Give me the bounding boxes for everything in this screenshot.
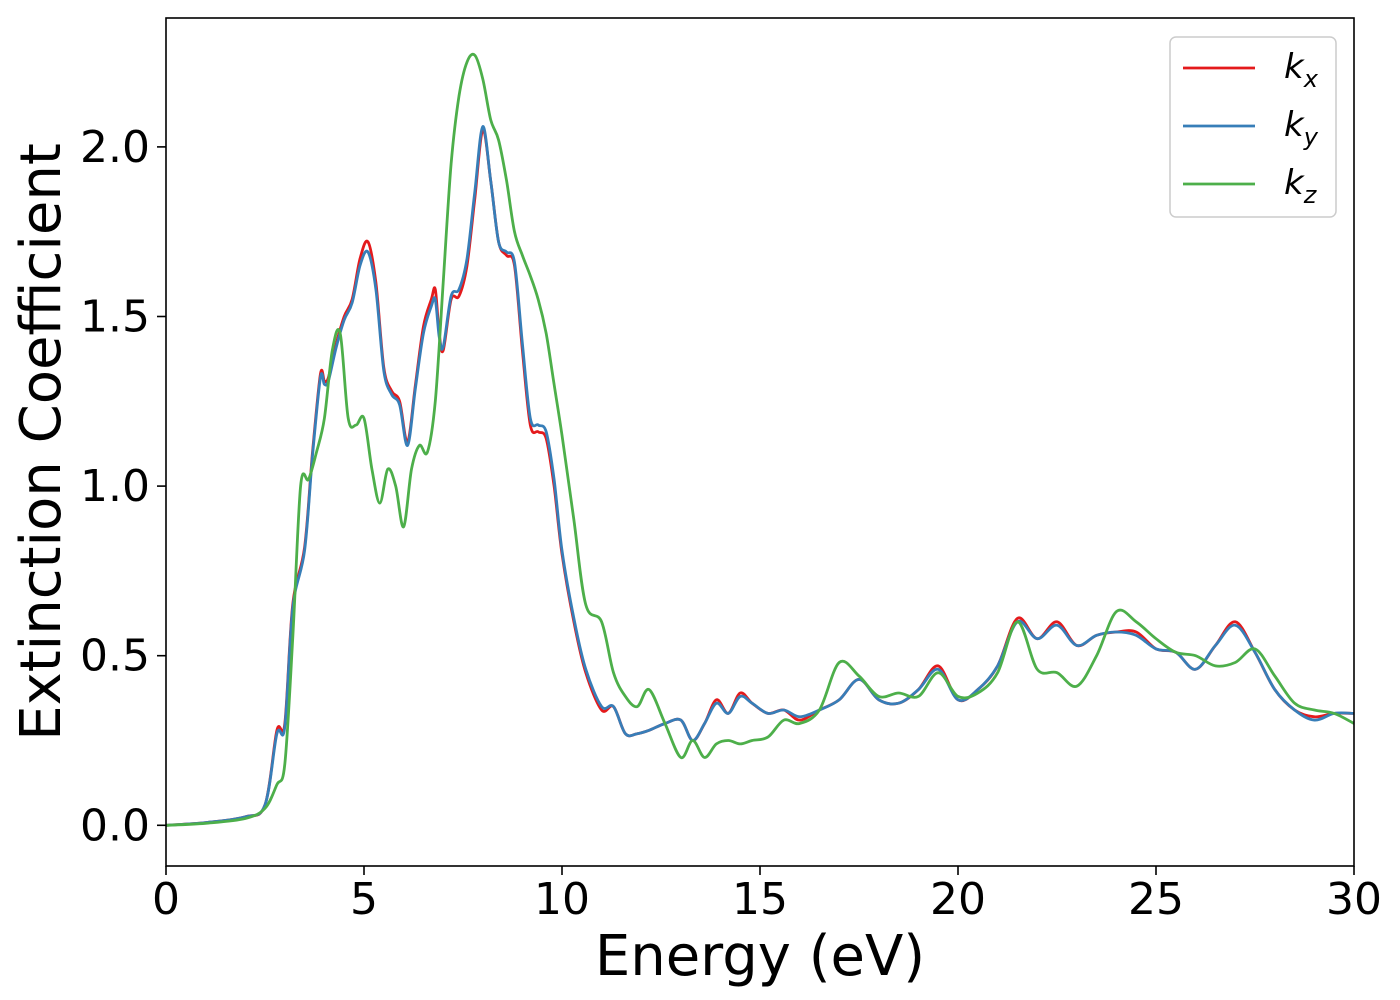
plot-lines xyxy=(166,52,1354,827)
x-axis-ticks: 0 5 10 15 20 25 30 xyxy=(152,866,1382,925)
y-tick-label: 0.0 xyxy=(80,800,150,851)
x-tick-label: 0 xyxy=(152,874,180,925)
y-tick-label: 1.0 xyxy=(80,461,150,512)
x-tick-label: 15 xyxy=(732,874,788,925)
x-tick-label: 5 xyxy=(350,874,378,925)
x-tick-label: 20 xyxy=(930,874,986,925)
series-line-kx xyxy=(166,128,1354,827)
y-tick-label: 1.5 xyxy=(80,291,150,342)
y-axis-ticks: 0.0 0.5 1.0 1.5 2.0 xyxy=(80,122,166,851)
legend-label-ky: ky xyxy=(1284,105,1319,151)
x-axis-label: Energy (eV) xyxy=(595,924,925,989)
x-tick-label: 30 xyxy=(1326,874,1382,925)
x-tick-label: 10 xyxy=(534,874,590,925)
series-line-ky xyxy=(166,125,1354,827)
series-line-kz xyxy=(166,52,1354,827)
y-axis-label: Extinction Coefficient xyxy=(9,143,74,741)
y-tick-label: 0.5 xyxy=(80,631,150,682)
legend-label-kx: kx xyxy=(1284,47,1319,93)
x-tick-label: 25 xyxy=(1128,874,1184,925)
y-tick-label: 2.0 xyxy=(80,122,150,173)
